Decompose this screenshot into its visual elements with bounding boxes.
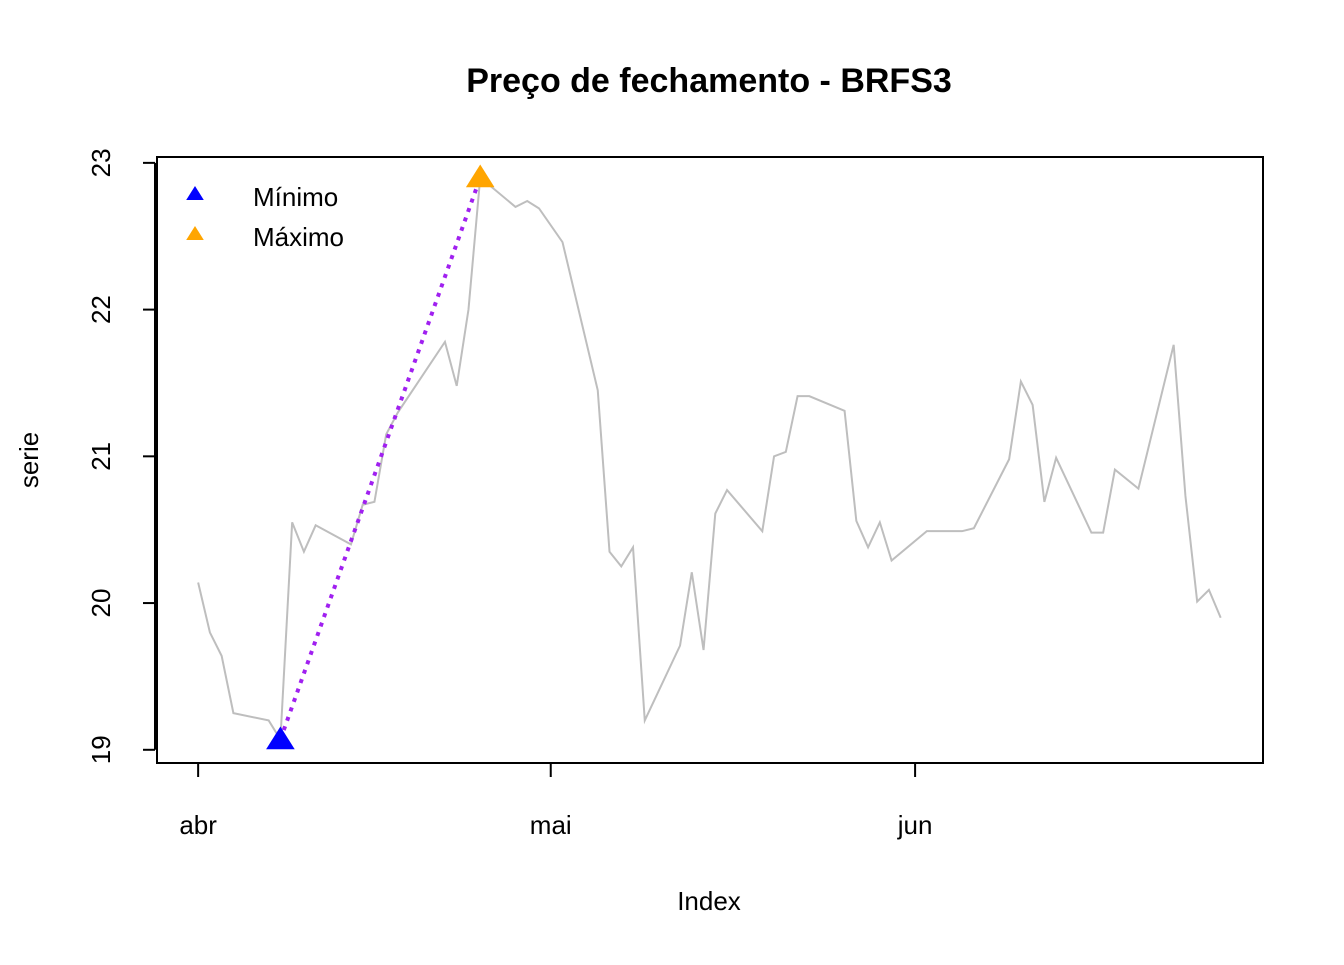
x-tick-label: jun	[897, 810, 933, 840]
chart-title: Preço de fechamento - BRFS3	[466, 62, 952, 100]
extreme-marker	[465, 164, 495, 188]
x-tick-label: abr	[179, 810, 217, 840]
legend-marker	[186, 186, 204, 200]
y-tick-label: 21	[86, 442, 116, 471]
legend-label: Mínimo	[253, 182, 338, 212]
legend-marker	[186, 226, 204, 240]
y-tick-label: 20	[86, 589, 116, 618]
extreme-marker	[266, 726, 295, 750]
price-line	[197, 175, 1222, 743]
y-axis-label: serie	[14, 432, 44, 488]
x-axis-label: Index	[677, 886, 741, 916]
legend-label: Máximo	[253, 222, 344, 252]
y-tick-label: 22	[86, 295, 116, 324]
y-tick-label: 19	[86, 735, 116, 764]
y-tick-label: 23	[86, 148, 116, 177]
plot-frame	[156, 156, 1264, 764]
x-tick-label: mai	[530, 810, 572, 840]
